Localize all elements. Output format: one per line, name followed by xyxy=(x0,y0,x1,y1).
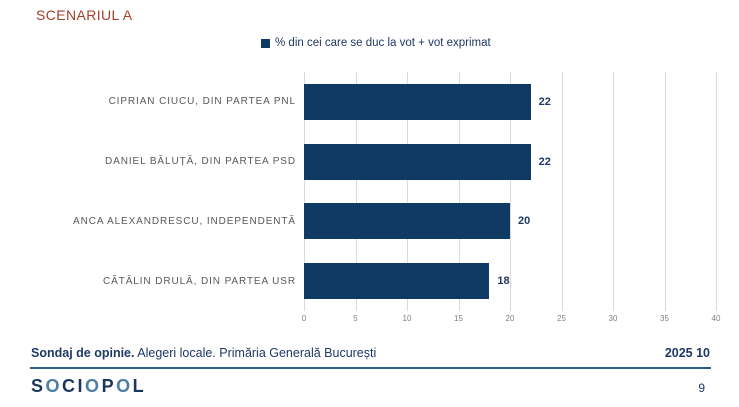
bar-value-label: 20 xyxy=(518,215,531,228)
legend: % din cei care se duc la vot + vot expri… xyxy=(261,37,491,49)
x-axis-ticks: 0 5 10 15 20 25 30 35 40 xyxy=(301,314,721,326)
bar xyxy=(304,83,531,120)
footer-date: 2025 10 xyxy=(664,346,710,360)
footer-divider xyxy=(30,367,711,369)
logo-letter: L xyxy=(132,376,147,396)
bar-value-label: 22 xyxy=(538,95,551,108)
chart-title: SCENARIUL A xyxy=(36,7,133,23)
plot-area: 22 22 20 18 xyxy=(304,72,717,311)
category-label: CIPRIAN CIUCU, DIN PARTEA PNL xyxy=(108,96,296,108)
logo-letter: O xyxy=(45,376,63,396)
x-tick-label: 25 xyxy=(557,314,566,323)
x-tick-label: 15 xyxy=(454,314,463,323)
legend-swatch-icon xyxy=(261,38,270,48)
gridline xyxy=(716,72,717,311)
logo-letter: P xyxy=(101,376,117,396)
logo-letter: C xyxy=(62,376,78,396)
footer-caption-rest: Alegeri locale. Primăria Generală Bucure… xyxy=(134,346,377,360)
x-tick-label: 35 xyxy=(660,314,669,323)
gridline xyxy=(561,72,563,311)
bar-row: 20 xyxy=(304,192,716,252)
x-tick-label: 0 xyxy=(301,314,307,323)
footer-caption: Sondaj de opinie. Alegeri locale. Primăr… xyxy=(31,346,376,360)
category-label: DANIEL BĂLUȚĂ, DIN PARTEA PSD xyxy=(105,156,296,168)
gridline xyxy=(458,72,460,311)
gridline xyxy=(664,72,666,311)
legend-label: % din cei care se duc la vot + vot expri… xyxy=(275,37,491,49)
x-tick-label: 5 xyxy=(353,314,358,323)
bar-value-label: 18 xyxy=(497,275,510,288)
category-label: ANCA ALEXANDRESCU, INDEPENDENTĂ xyxy=(73,215,296,227)
sociopol-logo: SOCIOPOL xyxy=(31,376,146,397)
gridline xyxy=(613,72,614,311)
category-labels: CIPRIAN CIUCU, DIN PARTEA PNL DANIEL BĂLU… xyxy=(28,72,296,311)
page-number: 9 xyxy=(698,381,705,395)
gridline xyxy=(304,72,305,311)
bar-row: 22 xyxy=(304,132,716,192)
bar xyxy=(304,263,490,300)
bar-rows: 22 22 20 18 xyxy=(304,72,716,311)
gridline xyxy=(407,72,408,311)
category-label: CĂTĂLIN DRULĂ, DIN PARTEA USR xyxy=(103,275,296,287)
bar-row: 22 xyxy=(304,72,716,132)
logo-letter: S xyxy=(31,376,46,396)
footer-caption-bold: Sondaj de opinie. xyxy=(31,346,135,360)
x-tick-label: 30 xyxy=(608,314,618,323)
x-tick-label: 40 xyxy=(711,314,721,323)
logo-letter: O xyxy=(116,376,133,396)
bar-value-label: 22 xyxy=(538,155,551,168)
bar-row: 18 xyxy=(304,251,716,311)
bar xyxy=(304,203,510,240)
bar xyxy=(304,143,531,180)
logo-letter: O xyxy=(85,376,102,396)
gridline xyxy=(355,72,357,311)
gridline xyxy=(510,72,511,311)
x-tick-label: 20 xyxy=(505,314,515,323)
logo-letter: I xyxy=(77,376,86,396)
x-tick-label: 10 xyxy=(402,314,412,323)
